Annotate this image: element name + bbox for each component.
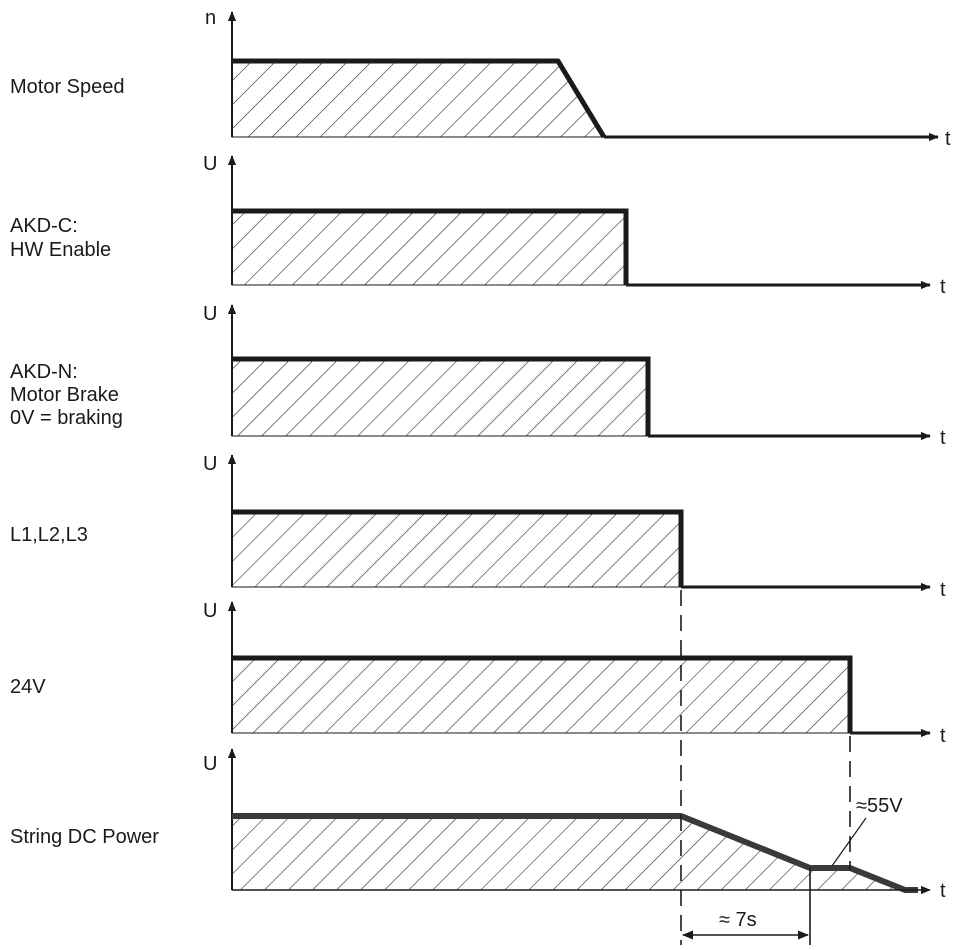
row-label-l1-l2-l3: L1,L2,L3 bbox=[10, 524, 88, 546]
signal-trace-motor-speed bbox=[232, 58, 607, 139]
time-axis-label-l1-l2-l3: t bbox=[940, 579, 946, 601]
row-hw-enable: AKD-C: HW Enable U t bbox=[10, 153, 946, 298]
y-axis-label-string-dc-power: U bbox=[203, 753, 217, 775]
row-label-hw-enable: AKD-C: HW Enable bbox=[10, 215, 111, 261]
y-axis-label-24v: U bbox=[203, 600, 217, 622]
hatch-area-l1-l2-l3 bbox=[231, 511, 682, 588]
voltage-plateau-leader bbox=[831, 817, 867, 867]
y-axis-label-l1-l2-l3: U bbox=[203, 453, 217, 475]
y-axis-label-motor-brake: U bbox=[203, 303, 217, 325]
row-label-motor-speed: Motor Speed bbox=[10, 76, 125, 98]
y-axis-label-hw-enable: U bbox=[203, 153, 217, 175]
signal-trace-l1-l2-l3 bbox=[232, 509, 684, 587]
row-label-motor-brake: AKD-N: Motor Brake 0V = braking bbox=[10, 361, 123, 429]
row-l1-l2-l3: L1,L2,L3 U t bbox=[10, 453, 946, 601]
row-label-string-dc-power: String DC Power bbox=[10, 826, 159, 848]
discharge-time-label: ≈ 7s bbox=[719, 909, 757, 931]
row-24v: 24V U t bbox=[10, 600, 946, 747]
row-label-24v: 24V bbox=[10, 676, 46, 698]
signal-trace-motor-brake bbox=[232, 356, 651, 436]
y-axis-label-motor-speed: n bbox=[205, 7, 216, 29]
signal-trace-hw-enable bbox=[232, 208, 629, 285]
hatch-area-hw-enable bbox=[231, 210, 627, 286]
time-axis-label-motor-brake: t bbox=[940, 427, 946, 449]
hatch-area-motor-brake bbox=[231, 358, 649, 437]
time-axis-label-24v: t bbox=[940, 725, 946, 747]
row-motor-brake: AKD-N: Motor Brake 0V = braking U t bbox=[10, 303, 946, 449]
voltage-plateau-label: ≈55V bbox=[856, 795, 903, 817]
discharge-time-dimension: ≈ 7s bbox=[682, 909, 809, 940]
row-motor-speed: Motor Speed n t bbox=[10, 7, 951, 150]
time-axis-label-hw-enable: t bbox=[940, 276, 946, 298]
row-string-dc-power: String DC Power U t ≈55V bbox=[10, 748, 946, 902]
hatch-area-string-dc-power bbox=[231, 815, 906, 891]
hatch-area-24v bbox=[231, 657, 851, 734]
hatch-area-motor-speed bbox=[231, 60, 605, 138]
time-axis-label-string-dc-power: t bbox=[940, 880, 946, 902]
time-axis-label-motor-speed: t bbox=[945, 128, 951, 150]
signal-trace-24v bbox=[232, 655, 853, 733]
